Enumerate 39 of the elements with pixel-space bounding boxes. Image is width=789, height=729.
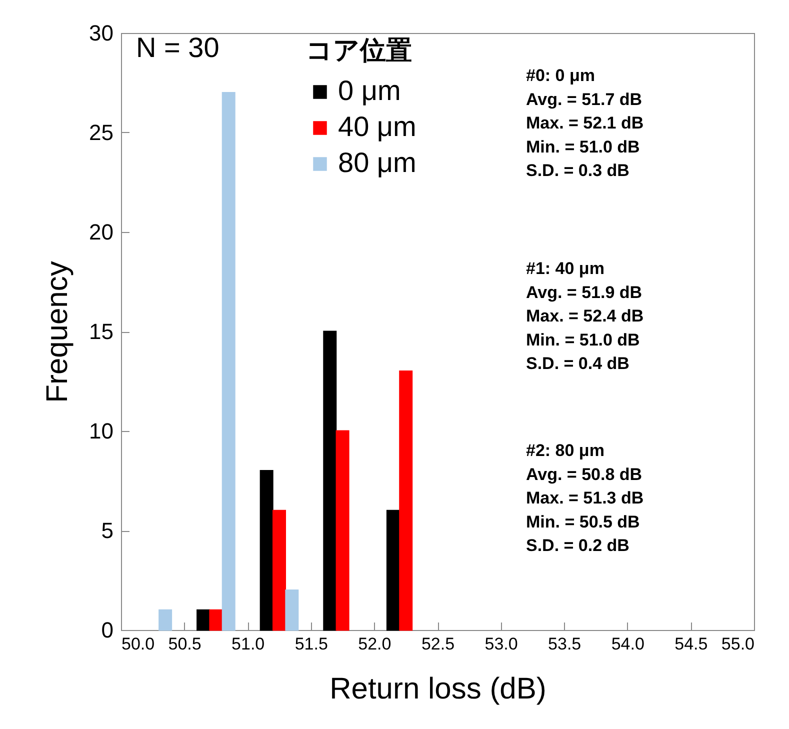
annotation: N = 30 — [136, 32, 220, 63]
y-tick-label: 20 — [89, 220, 114, 244]
bar — [336, 430, 350, 631]
bar — [272, 510, 286, 631]
bar — [260, 470, 274, 631]
x-tick-label: 52.0 — [358, 634, 392, 654]
bar — [158, 609, 172, 631]
bar — [323, 330, 337, 631]
bar — [222, 92, 236, 631]
y-tick-label: 25 — [89, 120, 114, 145]
legend-label: 80 μm — [338, 147, 416, 178]
legend-label: 40 μm — [338, 111, 416, 142]
bar — [386, 510, 400, 631]
legend-label: 0 μm — [338, 75, 401, 106]
y-tick-label: 0 — [101, 618, 114, 642]
annotation: #0: 0 μm Avg. = 51.7 dB Max. = 52.1 dB Min. = 51.0 dB S.D. = 0.3 dB — [526, 66, 644, 180]
x-tick-label: 54.0 — [611, 634, 644, 654]
x-tick-label: 50.0 — [122, 634, 155, 654]
bar — [285, 589, 299, 631]
y-tick-label: 10 — [89, 418, 114, 444]
annotation: #2: 80 μm Avg. = 50.8 dB Max. = 51.3 dB Min. = 50.5 dB S.D. = 0.2 dB — [526, 441, 644, 556]
bar — [196, 609, 210, 631]
y-tick-label: 30 — [89, 20, 114, 46]
x-tick-label: 55.0 — [721, 634, 754, 654]
x-tick-label: 53.5 — [548, 634, 582, 654]
x-axis-title: Return loss (dB) — [330, 672, 546, 706]
y-tick-label: 15 — [89, 319, 114, 344]
x-tick-label: 50.5 — [168, 634, 202, 654]
y-tick-label: 5 — [101, 518, 114, 543]
x-tick-label: 53.0 — [484, 634, 518, 654]
bar — [399, 370, 413, 631]
y-axis-title: Frequency — [41, 261, 74, 403]
x-tick-label: 52.5 — [421, 634, 455, 654]
annotation: #1: 40 μm Avg. = 51.9 dB Max. = 52.4 dB Min. = 51.0 dB S.D. = 0.4 dB — [526, 259, 644, 374]
bar — [209, 609, 223, 631]
x-tick-label: 51.5 — [294, 634, 328, 654]
legend-title: コア位置 — [306, 35, 412, 65]
x-tick-label: 54.5 — [674, 634, 708, 654]
x-tick-label: 51.0 — [232, 634, 265, 654]
